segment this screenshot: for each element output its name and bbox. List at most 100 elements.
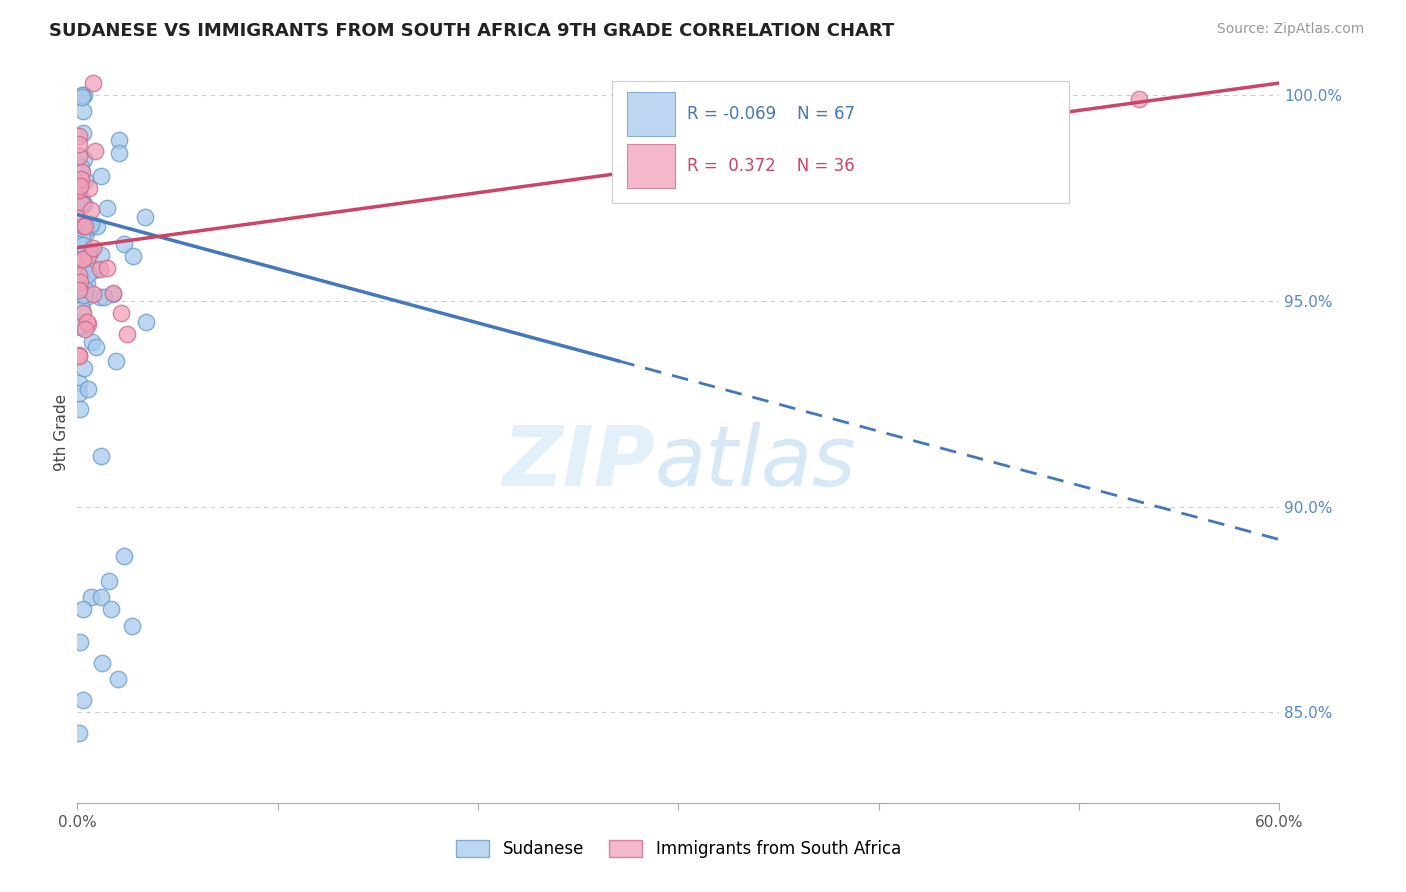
Point	[73, 88, 96, 103]
Point	[75, 173, 97, 187]
Point	[72, 287, 94, 301]
Point	[83, 262, 105, 277]
Point	[89, 261, 111, 276]
Point	[100, 602, 122, 616]
Text: R =  0.372    N = 36: R = 0.372 N = 36	[686, 157, 855, 175]
Point	[67, 253, 90, 268]
Point	[112, 549, 135, 563]
Point	[72, 306, 94, 320]
Point	[73, 360, 96, 375]
Point	[67, 211, 90, 226]
Point	[107, 145, 129, 160]
Point	[117, 326, 139, 341]
Point	[67, 348, 90, 362]
Point	[75, 226, 97, 240]
Y-axis label: 9th Grade: 9th Grade	[53, 394, 69, 471]
Point	[90, 169, 112, 183]
Point	[79, 245, 101, 260]
Point	[72, 693, 94, 707]
Point	[96, 201, 118, 215]
Point	[76, 249, 98, 263]
Point	[80, 334, 103, 349]
Point	[70, 193, 93, 207]
FancyBboxPatch shape	[627, 92, 675, 136]
Point	[67, 318, 90, 333]
Text: ZIP: ZIP	[502, 422, 654, 503]
Point	[67, 281, 90, 295]
Point	[80, 217, 103, 231]
Point	[69, 320, 91, 334]
Point	[72, 126, 94, 140]
Point	[90, 449, 112, 463]
Point	[72, 252, 94, 266]
Point	[67, 249, 90, 263]
Point	[77, 382, 100, 396]
Point	[76, 316, 98, 330]
Point	[67, 237, 90, 252]
Point	[90, 590, 112, 604]
Point	[82, 240, 104, 254]
Text: R = -0.069    N = 67: R = -0.069 N = 67	[686, 105, 855, 123]
Point	[82, 76, 104, 90]
Point	[80, 590, 103, 604]
Point	[121, 619, 143, 633]
FancyBboxPatch shape	[627, 144, 675, 188]
Point	[75, 291, 97, 305]
Point	[135, 316, 157, 330]
Point	[70, 88, 93, 103]
Point	[67, 137, 90, 152]
Point	[70, 230, 93, 244]
Point	[69, 272, 91, 286]
Point	[72, 237, 94, 252]
Point	[69, 275, 91, 289]
Point	[69, 635, 91, 649]
Point	[70, 269, 93, 284]
Text: Source: ZipAtlas.com: Source: ZipAtlas.com	[1216, 22, 1364, 37]
Point	[73, 152, 96, 166]
Point	[101, 286, 124, 301]
Legend: Sudanese, Immigrants from South Africa: Sudanese, Immigrants from South Africa	[450, 833, 907, 865]
Point	[69, 172, 91, 186]
Point	[96, 261, 118, 276]
Point	[67, 149, 90, 163]
Point	[77, 244, 100, 259]
Point	[69, 402, 91, 417]
Point	[73, 282, 96, 296]
Point	[73, 197, 96, 211]
Point	[70, 90, 93, 104]
FancyBboxPatch shape	[612, 81, 1069, 203]
Point	[69, 179, 91, 194]
Point	[67, 283, 90, 297]
Point	[82, 286, 104, 301]
Point	[93, 290, 115, 304]
Point	[104, 354, 127, 368]
Point	[72, 219, 94, 234]
Point	[84, 144, 107, 158]
Point	[70, 301, 93, 316]
Point	[107, 132, 129, 146]
Point	[76, 317, 98, 331]
Point	[67, 268, 90, 282]
Point	[77, 181, 100, 195]
Point	[67, 128, 90, 143]
Point	[75, 219, 97, 234]
Point	[98, 574, 121, 588]
Point	[84, 340, 107, 354]
Point	[107, 673, 129, 687]
Point	[80, 203, 103, 218]
Text: SUDANESE VS IMMIGRANTS FROM SOUTH AFRICA 9TH GRADE CORRELATION CHART: SUDANESE VS IMMIGRANTS FROM SOUTH AFRICA…	[49, 22, 894, 40]
Point	[72, 104, 94, 119]
Point	[79, 220, 101, 235]
Point	[91, 656, 114, 670]
Point	[103, 285, 125, 300]
Point	[76, 277, 98, 292]
Point	[134, 210, 156, 224]
Point	[69, 268, 91, 282]
Point	[67, 183, 90, 197]
Point	[72, 260, 94, 275]
Point	[89, 290, 111, 304]
Point	[77, 267, 100, 281]
Point	[72, 602, 94, 616]
Point	[67, 726, 90, 740]
Point	[72, 196, 94, 211]
